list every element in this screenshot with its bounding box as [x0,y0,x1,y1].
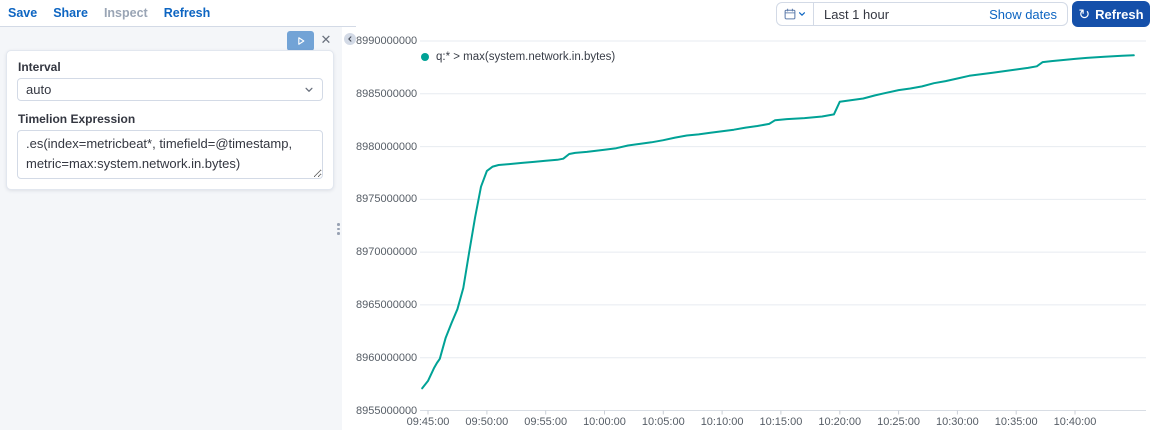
play-icon [297,37,304,45]
y-axis-label: 8980000000 [356,140,418,153]
date-picker[interactable]: Last 1 hour Show dates [776,2,1068,26]
panel-resize-handle-icon[interactable] [337,223,340,235]
x-axis-label: 10:05:00 [641,416,685,428]
interval-label: Interval [18,60,61,74]
x-axis-label: 09:50:00 [465,416,509,428]
x-axis-label: 09:45:00 [406,416,450,428]
close-editor-button[interactable]: ✕ [317,31,335,49]
top-nav: Save Share Inspect Refresh [8,0,210,26]
y-axis-label: 8965000000 [356,298,418,311]
x-axis-label: 10:10:00 [700,416,744,428]
show-dates-button[interactable]: Show dates [989,6,1057,22]
chevron-down-icon [305,87,313,92]
y-axis-label: 8955000000 [356,404,418,417]
calendar-icon [784,8,796,20]
time-range-value[interactable]: Last 1 hour [824,6,890,22]
refresh-button[interactable]: ↻ Refresh [1072,1,1150,27]
y-axis-label: 8990000000 [356,35,418,47]
interval-select[interactable]: auto [17,78,323,101]
x-axis-label: 09:55:00 [524,416,568,428]
y-axis-label: 8970000000 [356,246,418,259]
refresh-icon: ↻ [1078,6,1091,22]
inspect-button: Inspect [103,6,148,20]
expression-label: Timelion Expression [18,112,136,126]
chevron-left-icon [348,36,352,42]
x-axis-label: 10:15:00 [759,416,803,428]
chevron-down-icon [799,12,805,16]
x-axis-label: 10:40:00 [1053,416,1097,428]
x-axis-label: 10:00:00 [583,416,626,428]
y-axis-label: 8960000000 [356,351,418,364]
timelion-expression-input[interactable]: .es(index=metricbeat*, timefield=@timest… [17,130,323,179]
chart-area: q:* > max(system.network.in.bytes) 89550… [356,28,1152,430]
x-axis-label: 10:20:00 [818,416,862,428]
interval-value: auto [26,82,52,97]
chart-plot [420,40,1146,415]
quick-select-button[interactable] [777,3,814,25]
x-axis-label: 10:30:00 [935,416,979,428]
x-axis-label: 10:25:00 [877,416,920,428]
chart-legend[interactable]: q:* > max(system.network.in.bytes) [421,51,615,63]
collapse-panel-button[interactable] [344,33,356,45]
legend-series-label: q:* > max(system.network.in.bytes) [436,51,616,63]
topbar-divider [0,26,356,27]
run-expression-button[interactable] [287,31,314,51]
refresh-link[interactable]: Refresh [163,6,211,20]
legend-dot-icon [421,53,429,61]
share-button[interactable]: Share [53,6,88,20]
expression-form-card: Interval auto Timelion Expression .es(in… [6,50,334,190]
y-axis-label: 8985000000 [356,87,418,100]
y-axis-label: 8975000000 [356,193,418,206]
close-icon: ✕ [320,32,332,47]
x-axis-label: 10:35:00 [994,416,1038,428]
refresh-button-label: Refresh [1095,6,1144,22]
save-button[interactable]: Save [8,6,38,20]
